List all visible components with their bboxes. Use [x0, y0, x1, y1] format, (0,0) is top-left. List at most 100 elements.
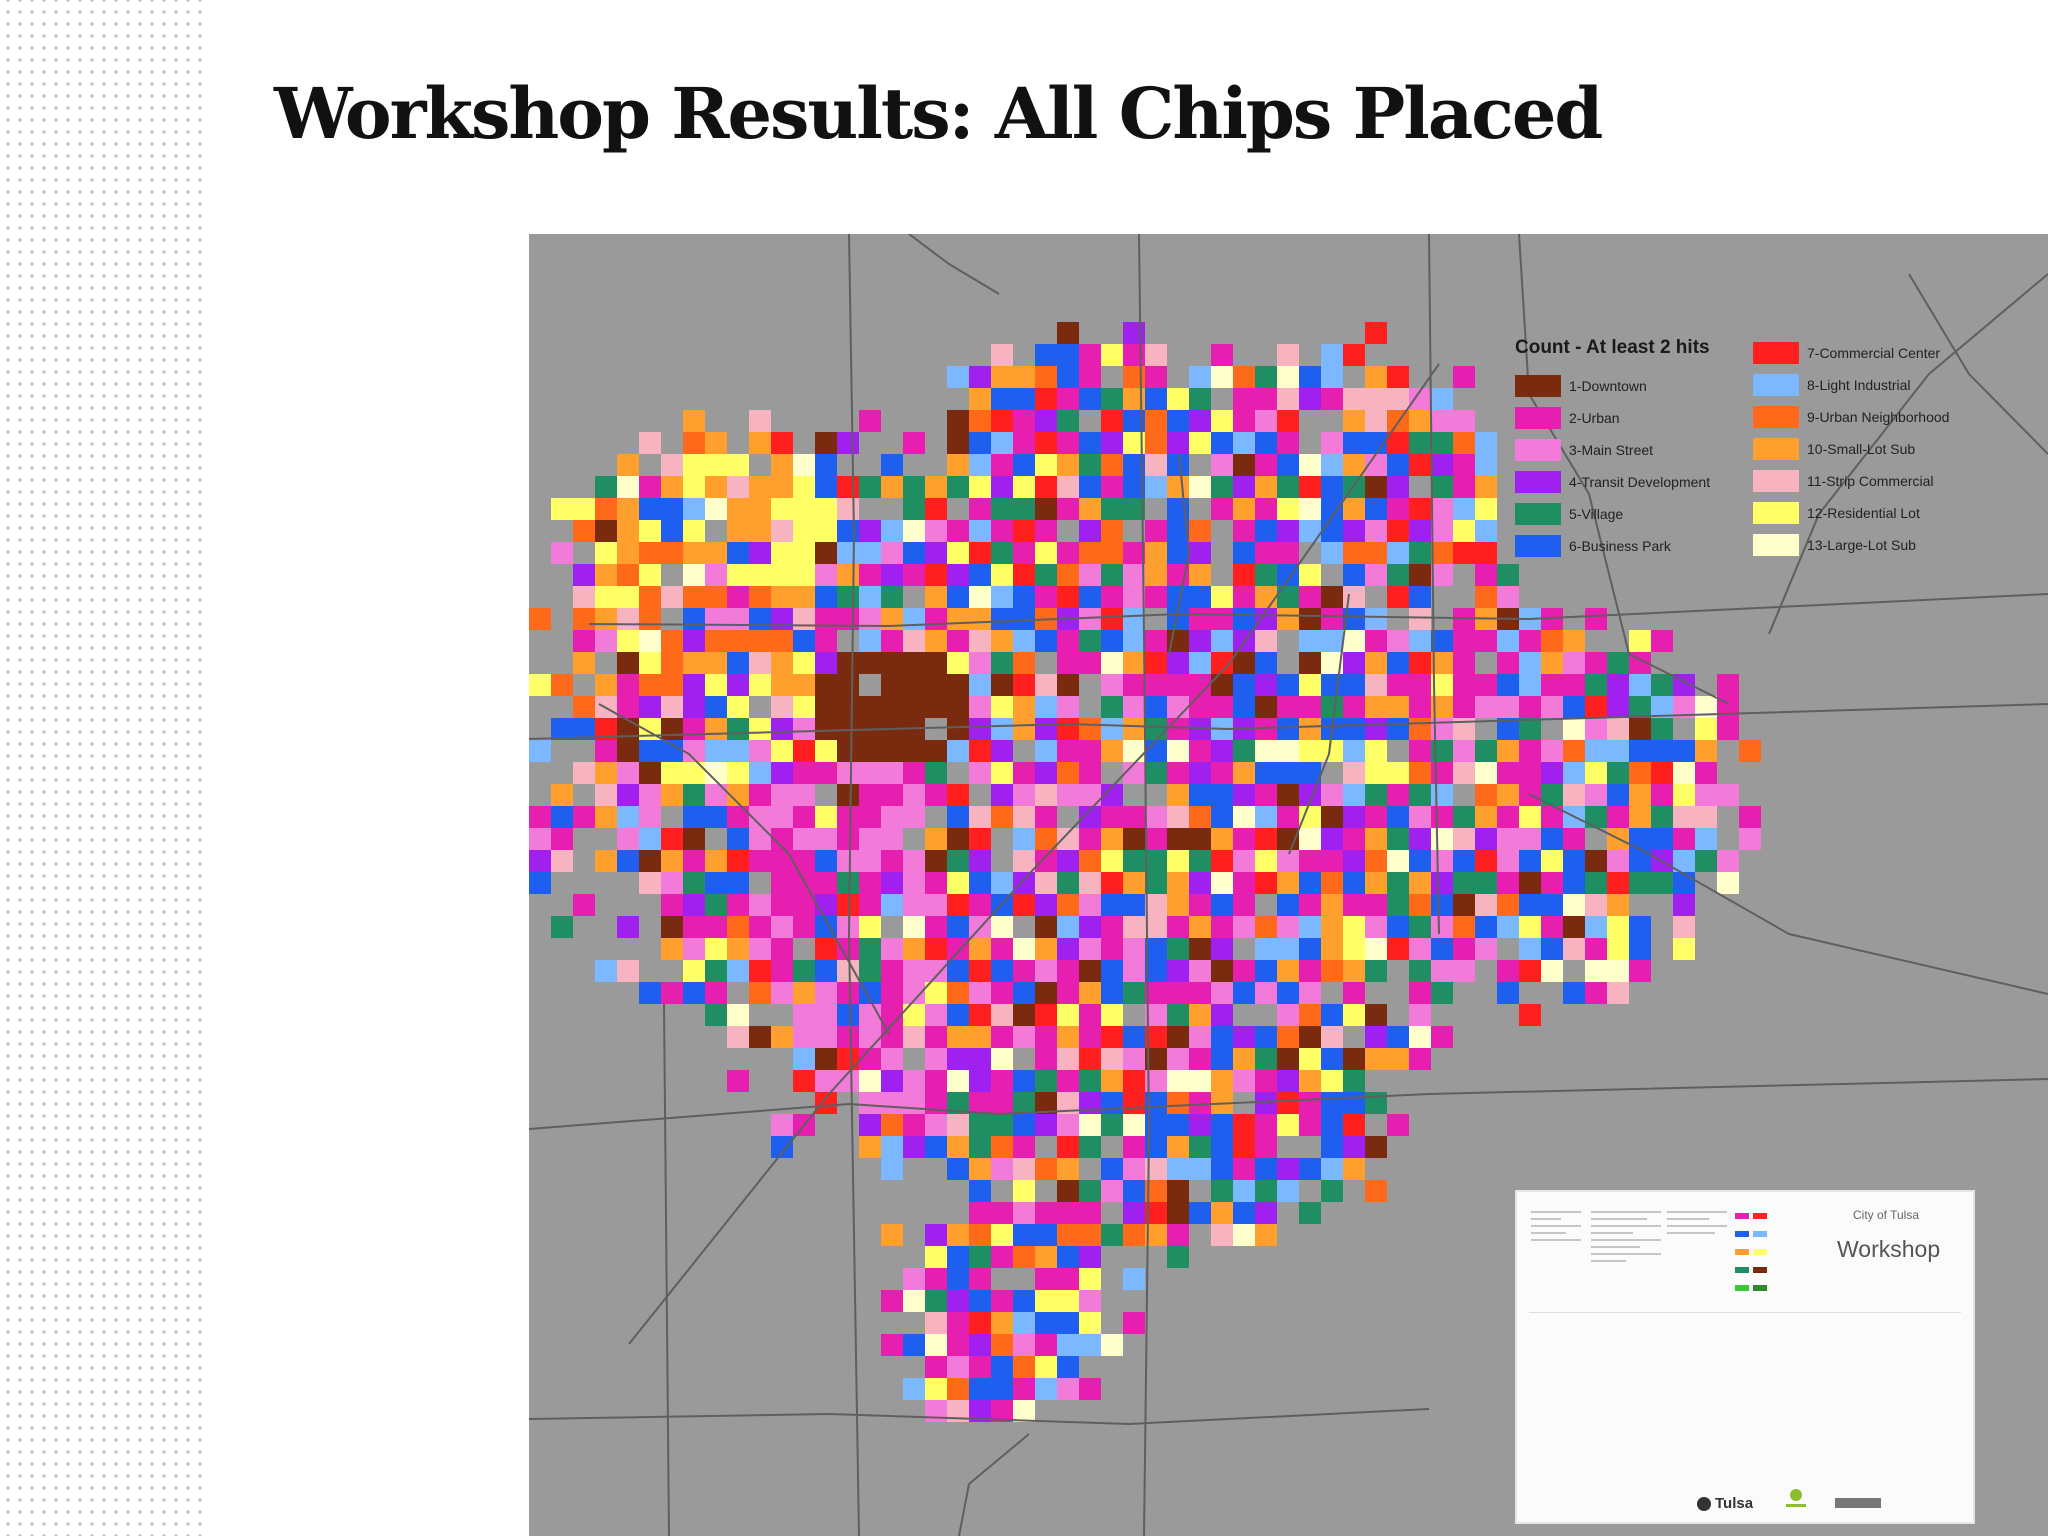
chip-cell	[1365, 564, 1387, 586]
chip-cell	[771, 806, 793, 828]
chip-cell	[1409, 762, 1431, 784]
slide-title: Workshop Results: All Chips Placed	[274, 72, 1603, 155]
chip-cell	[1255, 476, 1277, 498]
chip-cell	[1255, 498, 1277, 520]
chip-cell	[1013, 1400, 1035, 1422]
chip-cell	[661, 696, 683, 718]
chip-cell	[881, 828, 903, 850]
chip-cell	[705, 542, 727, 564]
chip-cell	[1475, 806, 1497, 828]
chip-cell	[595, 718, 617, 740]
chip-cell	[529, 740, 551, 762]
chip-cell	[969, 762, 991, 784]
chip-cell	[1277, 1070, 1299, 1092]
chip-cell	[1079, 454, 1101, 476]
chip-cell	[1013, 1092, 1035, 1114]
chip-cell	[1277, 608, 1299, 630]
chip-cell	[1343, 542, 1365, 564]
chip-cell	[661, 718, 683, 740]
chip-cell	[1057, 1136, 1079, 1158]
chip-cell	[1299, 762, 1321, 784]
chip-cell	[969, 1048, 991, 1070]
chip-cell	[683, 982, 705, 1004]
chip-cell	[1607, 850, 1629, 872]
chip-cell	[859, 652, 881, 674]
legend-swatch	[1515, 439, 1561, 461]
chip-cell	[1695, 696, 1717, 718]
chip-cell	[595, 542, 617, 564]
chip-cell	[1321, 366, 1343, 388]
chip-cell	[1563, 652, 1585, 674]
chip-cell	[1079, 388, 1101, 410]
chip-cell	[903, 1334, 925, 1356]
chip-cell	[815, 652, 837, 674]
chip-cell	[1431, 784, 1453, 806]
chip-cell	[903, 674, 925, 696]
chip-cell	[969, 652, 991, 674]
chip-cell	[1189, 828, 1211, 850]
chip-cell	[595, 586, 617, 608]
chip-cell	[1299, 894, 1321, 916]
chip-cell	[1607, 696, 1629, 718]
chip-cell	[1079, 894, 1101, 916]
chip-cell	[1079, 366, 1101, 388]
chip-cell	[1299, 586, 1321, 608]
chip-cell	[991, 388, 1013, 410]
chip-cell	[727, 806, 749, 828]
chip-cell	[1365, 366, 1387, 388]
chip-cell	[969, 1400, 991, 1422]
chip-cell	[1013, 894, 1035, 916]
chip-cell	[1079, 916, 1101, 938]
chip-cell	[661, 652, 683, 674]
chip-cell	[1453, 894, 1475, 916]
chip-cell	[991, 1004, 1013, 1026]
chip-cell	[969, 1312, 991, 1334]
legend-swatch	[1753, 406, 1799, 428]
chip-cell	[1365, 740, 1387, 762]
chip-cell	[1321, 608, 1343, 630]
chip-cell	[793, 630, 815, 652]
legend-label: 13-Large-Lot Sub	[1807, 537, 1916, 553]
chip-cell	[1123, 1048, 1145, 1070]
chip-cell	[595, 784, 617, 806]
chip-cell	[1145, 872, 1167, 894]
chip-cell	[1585, 872, 1607, 894]
chip-cell	[1431, 542, 1453, 564]
chip-cell	[1211, 938, 1233, 960]
chip-cell	[859, 1070, 881, 1092]
chip-cell	[837, 806, 859, 828]
legend-swatch	[1753, 470, 1799, 492]
chip-cell	[1035, 1070, 1057, 1092]
chip-cell	[1035, 564, 1057, 586]
chip-cell	[1123, 498, 1145, 520]
chip-cell	[1079, 1092, 1101, 1114]
chip-cell	[1123, 608, 1145, 630]
chip-cell	[1497, 564, 1519, 586]
chip-cell	[617, 850, 639, 872]
chip-cell	[969, 1356, 991, 1378]
inset-swatch	[1753, 1267, 1767, 1273]
chip-cell	[1277, 784, 1299, 806]
chip-cell	[1013, 784, 1035, 806]
road	[1768, 273, 2048, 635]
chip-cell	[1321, 1158, 1343, 1180]
chip-cell	[771, 1136, 793, 1158]
chip-cell	[1255, 1158, 1277, 1180]
chip-cell	[1475, 916, 1497, 938]
chip-cell	[1035, 872, 1057, 894]
chip-cell	[727, 828, 749, 850]
chip-cell	[1497, 674, 1519, 696]
legend-label: 4-Transit Development	[1569, 474, 1711, 490]
chip-cell	[1387, 674, 1409, 696]
chip-cell	[1387, 872, 1409, 894]
chip-cell	[1101, 740, 1123, 762]
chip-cell	[1123, 1202, 1145, 1224]
chip-cell	[925, 960, 947, 982]
chip-cell	[991, 674, 1013, 696]
chip-cell	[1519, 674, 1541, 696]
chip-cell	[925, 1114, 947, 1136]
chip-cell	[1035, 784, 1057, 806]
legend-column-left: 1-Downtown 2-Urban 3-Main Street 4-Trans…	[1515, 370, 1710, 562]
chip-cell	[793, 696, 815, 718]
chip-cell	[1607, 982, 1629, 1004]
